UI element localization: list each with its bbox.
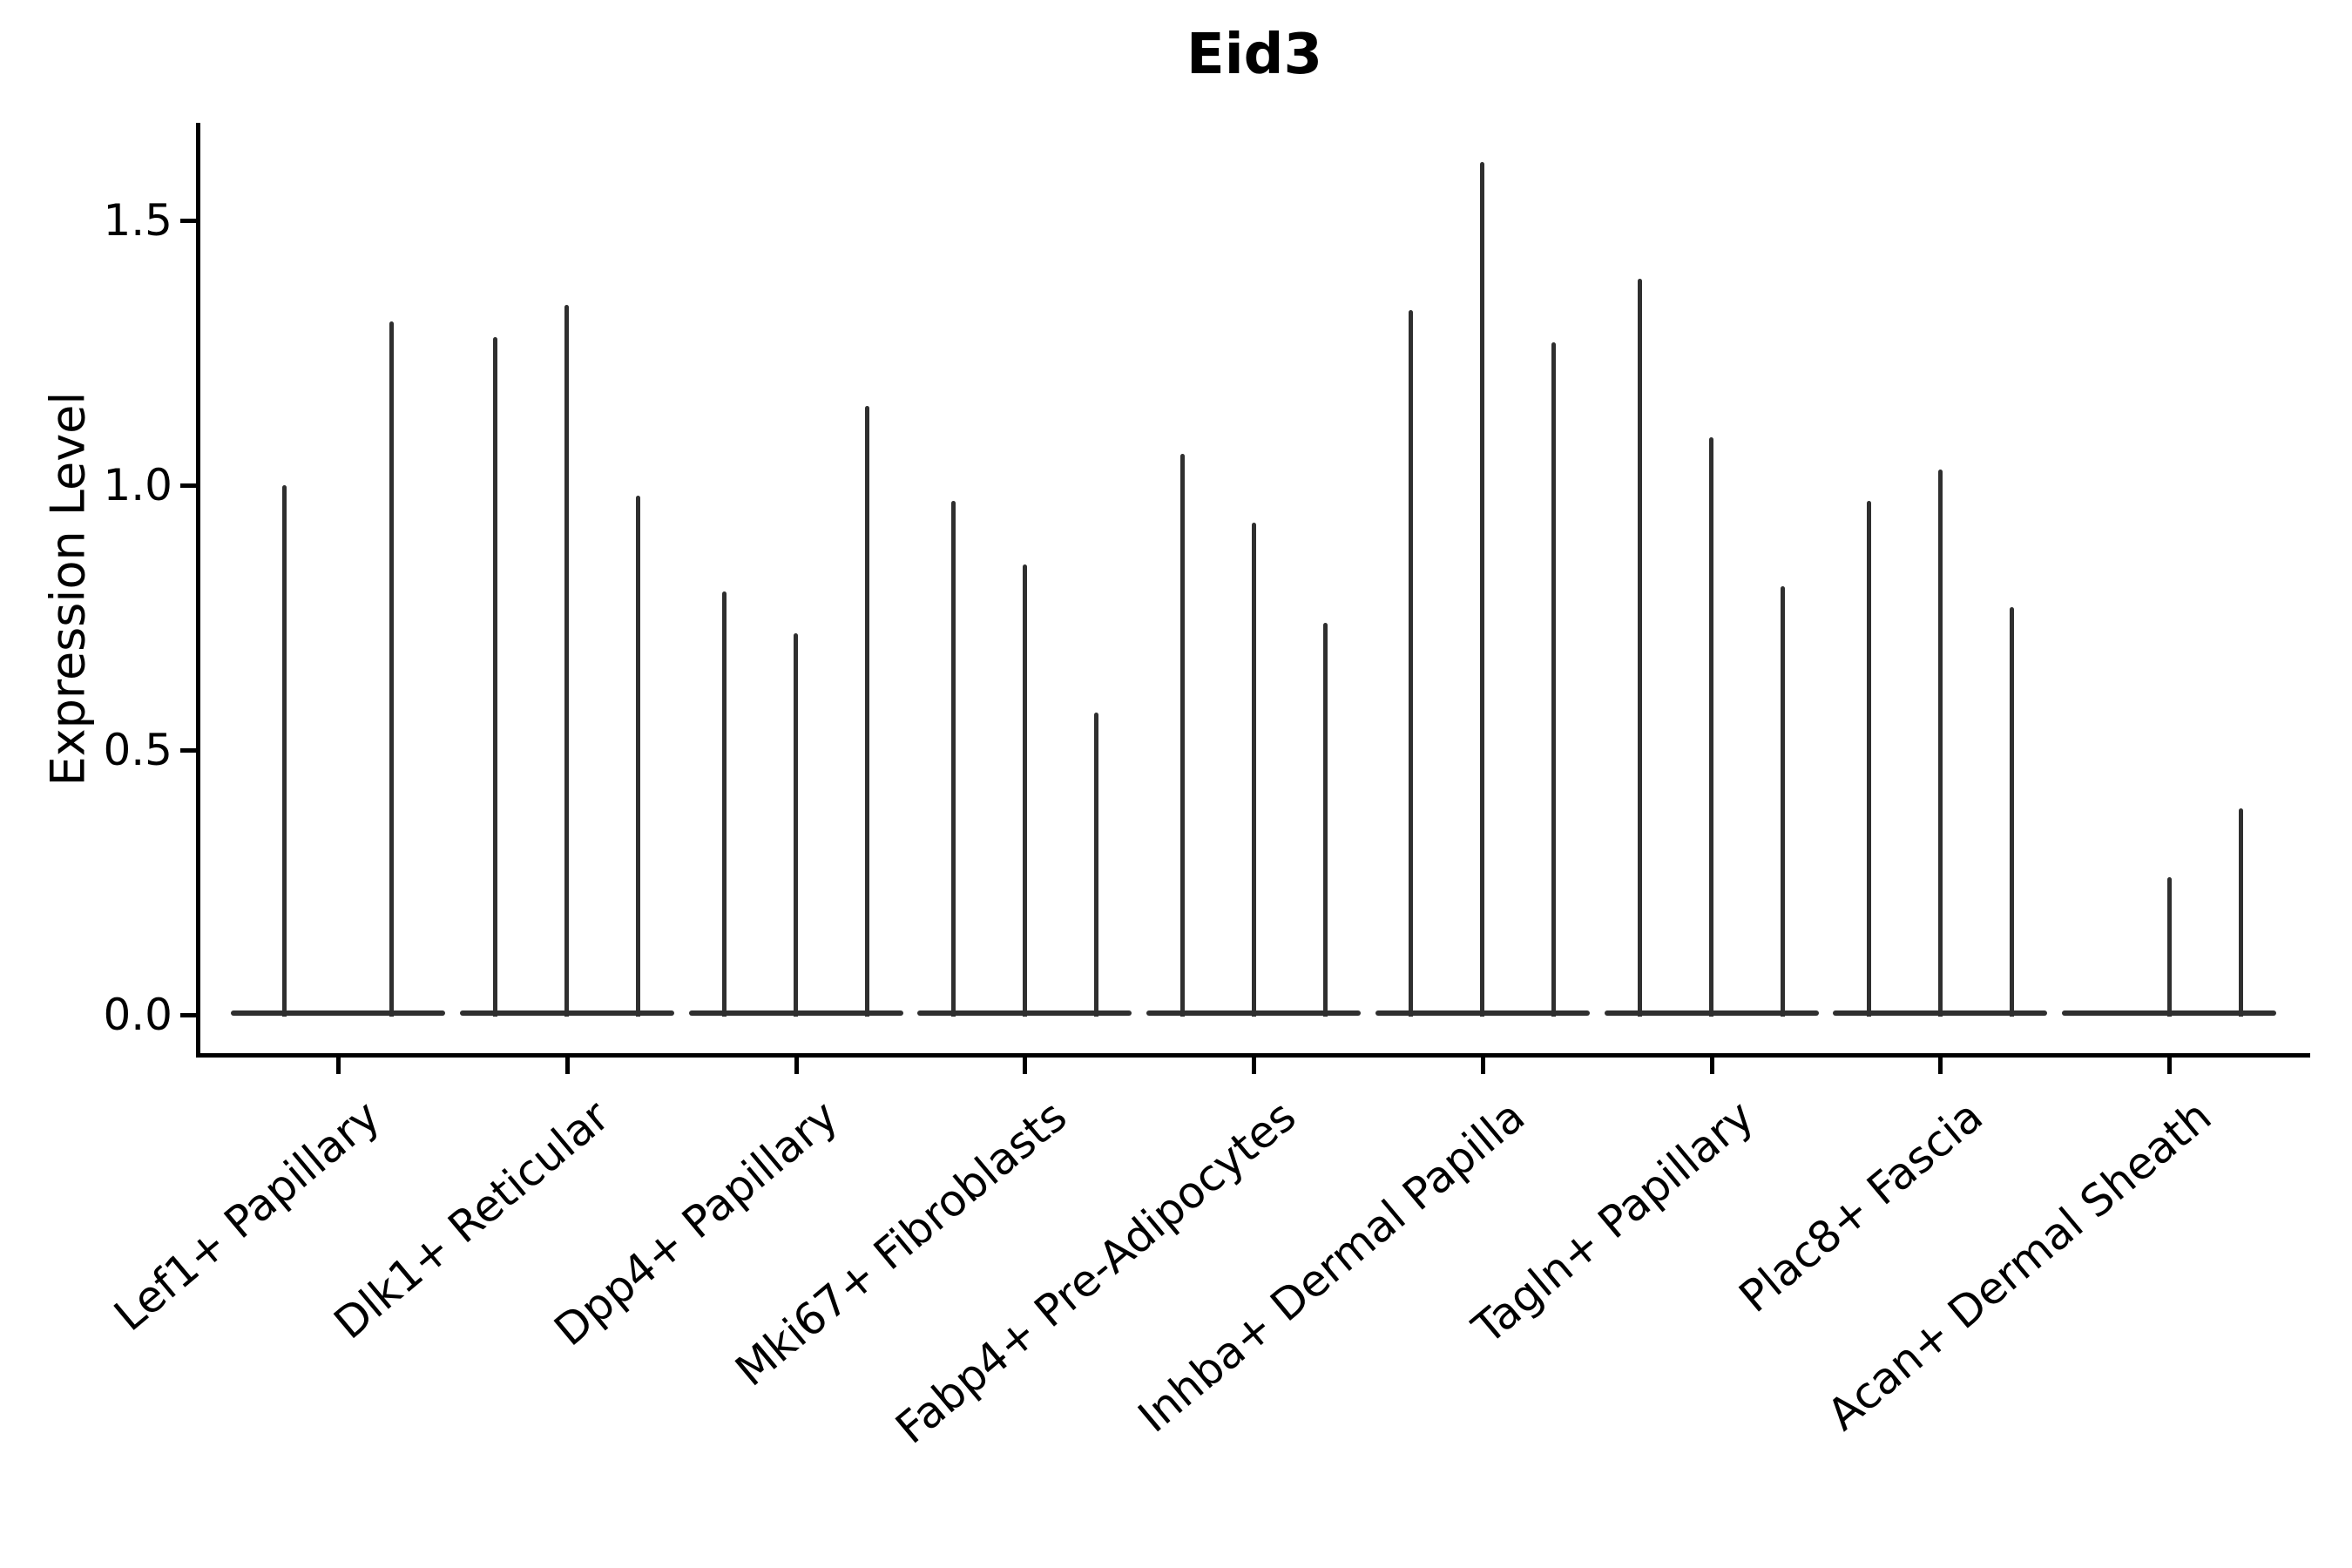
- violin-spike: [1638, 278, 1642, 1017]
- x-tick: [1938, 1058, 1943, 1074]
- y-tick-label: 0.5: [103, 725, 172, 775]
- y-tick: [180, 219, 196, 223]
- violin-spike: [389, 321, 394, 1017]
- violin-spike: [1866, 501, 1871, 1017]
- violin-spike: [493, 336, 498, 1017]
- violin-spike: [1480, 162, 1485, 1017]
- violin-spike: [2009, 606, 2014, 1017]
- violin-spike: [2238, 808, 2243, 1017]
- violin-spike: [1093, 713, 1098, 1017]
- violin-spike: [1179, 453, 1185, 1017]
- x-tick: [794, 1058, 799, 1074]
- violin-spike: [564, 305, 570, 1017]
- violin-spike: [1022, 564, 1027, 1017]
- y-axis-spine: [196, 123, 200, 1058]
- violin-spike: [1781, 585, 1785, 1017]
- x-tick: [1480, 1058, 1485, 1074]
- chart-title: Eid3: [1186, 23, 1322, 87]
- y-tick: [180, 748, 196, 753]
- y-tick-label: 1.0: [103, 460, 172, 510]
- violin-spike: [1551, 341, 1557, 1017]
- violin-spike: [2166, 876, 2172, 1017]
- violin-spike: [1322, 623, 1328, 1017]
- y-tick-label: 1.5: [103, 195, 172, 246]
- x-tick: [336, 1058, 341, 1074]
- x-tick-label: Fabp4+ Pre-Adipocytes: [886, 1091, 1306, 1454]
- violin-spike: [1251, 522, 1256, 1017]
- x-tick-label: Inhba+ Dermal Papilla: [1128, 1091, 1535, 1443]
- violin-spike: [794, 633, 798, 1017]
- violin-spike: [722, 591, 727, 1017]
- violin-baseline: [231, 1010, 445, 1016]
- x-tick: [1252, 1058, 1256, 1074]
- violin-spike: [950, 501, 956, 1017]
- x-tick: [1023, 1058, 1028, 1074]
- x-tick: [1709, 1058, 1714, 1074]
- y-tick: [180, 483, 196, 488]
- x-tick: [2167, 1058, 2172, 1074]
- violin-spike: [865, 405, 869, 1017]
- x-axis-spine: [196, 1053, 2310, 1058]
- y-tick-label: 0.0: [103, 990, 172, 1040]
- x-tick: [564, 1058, 570, 1074]
- violin-spike: [282, 485, 287, 1017]
- x-tick-label: Acan+ Dermal Sheath: [1817, 1091, 2221, 1441]
- violin-spike: [1409, 310, 1414, 1017]
- violin-spike: [1709, 437, 1713, 1017]
- y-tick: [180, 1013, 196, 1017]
- violin-spike: [1937, 469, 1943, 1017]
- violin-spike: [636, 496, 641, 1017]
